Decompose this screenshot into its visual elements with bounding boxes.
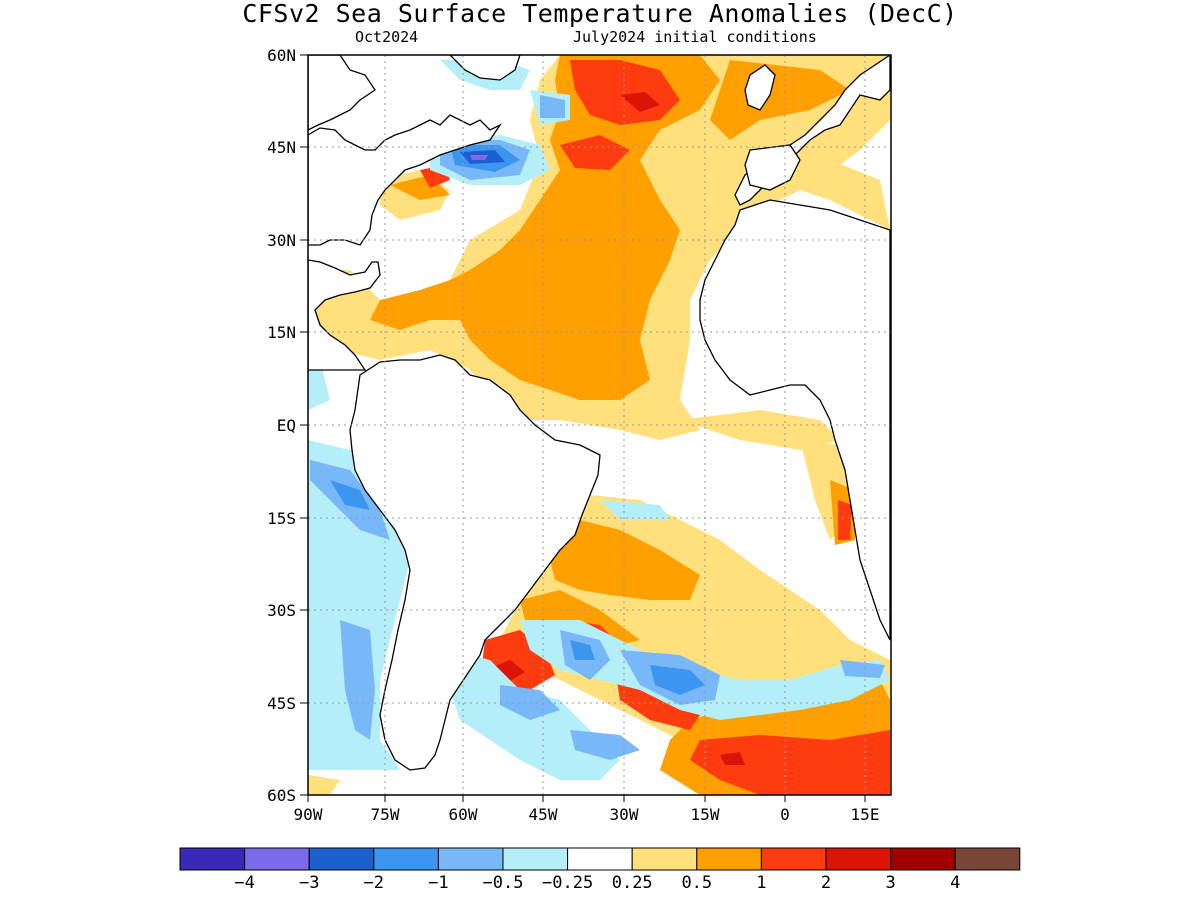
- graticule: [308, 55, 891, 795]
- lat-label: 30N: [267, 231, 296, 250]
- color-bar-box: [437, 847, 504, 871]
- color-bar-label: 0.25: [612, 873, 653, 893]
- land-masses: [308, 55, 891, 771]
- color-bar-label: −4: [234, 873, 254, 893]
- lat-label: 30S: [267, 601, 296, 620]
- latitude-labels: 60N 45N 30N 15N EQ 15S 30S 45S 60S: [267, 46, 296, 805]
- warm-extreme-regions: [490, 92, 745, 765]
- color-bar-label: 4: [950, 873, 960, 893]
- lat-label: 15S: [267, 509, 296, 528]
- color-bar-labels: −4 −3 −2 −1 −0.5 −0.25 0.25 0.5 1 2 3 4: [234, 873, 960, 893]
- lat-label: 45S: [267, 694, 296, 713]
- color-bar-label: 1: [756, 873, 766, 893]
- color-bar-box: [567, 847, 633, 871]
- africa: [699, 199, 891, 641]
- cool-extreme-regions: [460, 150, 505, 164]
- north-america: [308, 55, 502, 246]
- greenland: [449, 55, 521, 81]
- lat-label: 45N: [267, 138, 296, 157]
- lon-label: 30W: [610, 805, 639, 824]
- lat-label: 60N: [267, 46, 296, 65]
- color-bar-label: 3: [885, 873, 895, 893]
- color-bar-label: 0.5: [681, 873, 712, 893]
- ticks: [300, 54, 866, 802]
- color-bar-label: −0.5: [483, 873, 524, 893]
- lon-label: 75W: [371, 805, 400, 824]
- central-america: [308, 259, 381, 371]
- color-bar-box: [373, 847, 439, 871]
- initial-conditions-label: July2024 initial conditions: [573, 28, 817, 46]
- lon-label: 90W: [294, 805, 323, 824]
- color-bar-label: −3: [299, 873, 319, 893]
- color-bar-box: [502, 847, 569, 871]
- color-bar-box: [244, 847, 310, 871]
- color-bar: [179, 847, 1021, 871]
- lat-label: EQ: [277, 416, 296, 435]
- lon-label: 60W: [449, 805, 478, 824]
- lon-label: 45W: [529, 805, 558, 824]
- color-bar-label: −0.25: [542, 873, 593, 893]
- lon-label: 15W: [691, 805, 720, 824]
- map-title: CFSv2 Sea Surface Temperature Anomalies …: [242, 0, 958, 28]
- color-bar-label: −1: [428, 873, 448, 893]
- color-bar-box: [179, 847, 246, 871]
- south-america: [349, 354, 601, 771]
- color-bar-box: [890, 847, 956, 871]
- anomaly-field: [308, 55, 891, 795]
- color-bar-box: [825, 847, 892, 871]
- color-bar-box: [954, 847, 1021, 871]
- lat-label: 60S: [267, 786, 296, 805]
- color-bar-box: [760, 847, 827, 871]
- color-bar-label: −2: [364, 873, 384, 893]
- forecast-month: Oct2024: [355, 28, 419, 46]
- color-bar-box: [308, 847, 375, 871]
- longitude-labels: 90W 75W 60W 45W 30W 15W 0 15E: [294, 805, 880, 824]
- lon-label: 15E: [851, 805, 880, 824]
- lon-label: 0: [780, 805, 790, 824]
- color-bar-label: 2: [821, 873, 831, 893]
- british-isles: [744, 64, 776, 111]
- iberia: [744, 144, 801, 191]
- lat-label: 15N: [267, 323, 296, 342]
- color-bar-box: [696, 847, 762, 871]
- color-bar-box: [631, 847, 698, 871]
